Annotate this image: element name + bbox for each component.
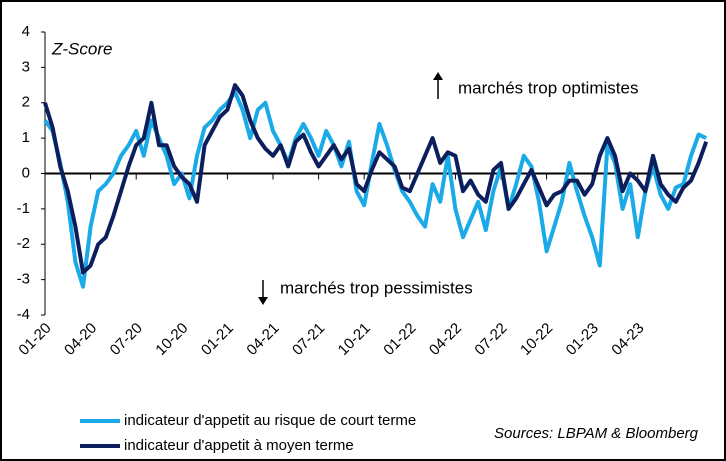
y-tick-label: -3	[17, 271, 30, 288]
y-tick-label: -2	[17, 235, 30, 252]
annotation: marchés trop optimistes	[458, 78, 638, 97]
arrow-up	[433, 72, 443, 99]
source: Sources: LBPAM & Bloomberg	[494, 425, 699, 442]
legend-label: indicateur d'appetit à moyen terme	[124, 437, 354, 454]
series-line	[43, 83, 709, 275]
annotation: marchés trop pessimistes	[280, 278, 473, 297]
y-tick-label: -4	[17, 306, 30, 323]
arrow-down	[258, 280, 268, 305]
y-tick-label: 0	[22, 164, 30, 181]
y-tick-label: 4	[22, 23, 30, 40]
y-tick-label: 3	[22, 58, 30, 75]
y-tick-label: -1	[17, 200, 30, 217]
legend-label: indicateur d'appetit au risque de court …	[124, 412, 416, 429]
y-tick-label: 1	[22, 129, 30, 146]
annotation: Z-Score	[51, 39, 112, 58]
y-tick-label: 2	[22, 94, 30, 111]
